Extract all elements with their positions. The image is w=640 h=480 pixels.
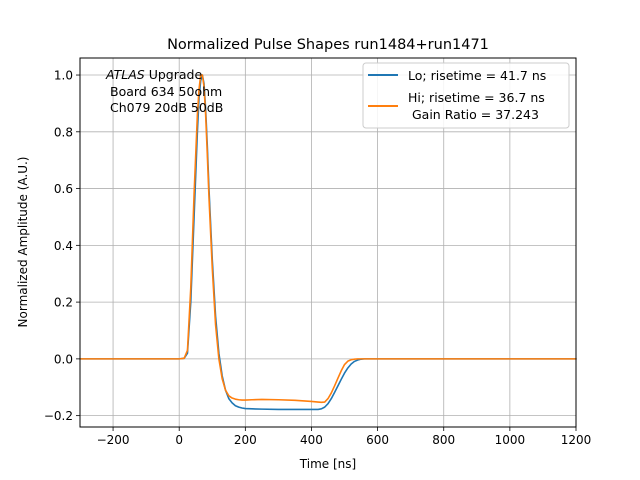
legend-label-lo: Lo; risetime = 41.7 ns: [408, 68, 546, 83]
x-axis-label: Time [ns]: [299, 457, 356, 471]
legend-label-gain-ratio: Gain Ratio = 37.243: [408, 107, 539, 122]
tick-layer: −200 0 200 400 600 800 1000 1200 −0.2 0.0 0.2 0.4 0.…: [44, 69, 591, 447]
legend: Lo; risetime = 41.7 ns Hi; risetime = 36…: [362, 62, 570, 129]
annotation-line-3: Ch079 20dB 50dB: [110, 100, 223, 115]
series-line-hi: [79, 74, 577, 404]
legend-label-hi: Hi; risetime = 36.7 ns: [408, 90, 545, 105]
x-tick-label: 1000: [495, 433, 526, 447]
y-tick-label: 0.6: [54, 182, 73, 196]
y-tick-label: 1.0: [54, 69, 73, 83]
x-tick-label: 0: [175, 433, 183, 447]
y-tick-label: 0.8: [54, 125, 73, 139]
atlas-label: ATLAS: [105, 67, 145, 82]
annotation-line-2: Board 634 50ohm: [110, 84, 222, 99]
legend-box: [362, 62, 570, 129]
atlas-annotation: ATLAS Upgrade Board 634 50ohm Ch079 20dB…: [105, 67, 223, 115]
x-tick-label: 400: [300, 433, 323, 447]
y-tick-label: 0.0: [54, 352, 73, 366]
series-layer: [79, 74, 577, 411]
y-tick-label: 0.4: [54, 239, 73, 253]
x-tick-label: 1200: [561, 433, 592, 447]
x-tick-label: 600: [366, 433, 389, 447]
y-tick-label: 0.2: [54, 296, 73, 310]
axes-frame: [79, 57, 577, 428]
x-tick-label: 200: [234, 433, 257, 447]
x-tick-label: −200: [97, 433, 130, 447]
upgrade-label: Upgrade: [145, 67, 203, 82]
annotation-line-1: ATLAS Upgrade: [105, 67, 202, 82]
chart-title: Normalized Pulse Shapes run1484+run1471: [167, 37, 489, 53]
y-tick-label: −0.2: [44, 409, 73, 423]
y-axis-label: Normalized Amplitude (A.U.): [16, 157, 30, 328]
x-tick-label: 800: [432, 433, 455, 447]
